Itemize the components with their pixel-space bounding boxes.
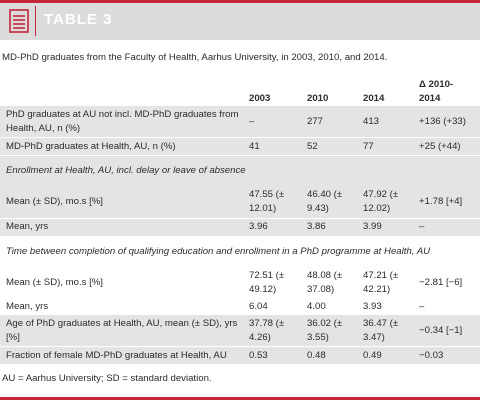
cell-2014: 3.93 bbox=[363, 300, 382, 312]
cell-delta: −0.03 bbox=[419, 346, 480, 364]
cell-2003: – bbox=[249, 106, 307, 138]
cell-2014: 413 bbox=[363, 106, 419, 138]
cell-delta: – bbox=[419, 218, 480, 237]
table-row: MD-PhD graduates at Health, AU, n (%) 41… bbox=[0, 137, 480, 156]
cell-2003: 0.53 bbox=[249, 346, 307, 364]
row-label: Age of PhD graduates at Health, AU, mean… bbox=[0, 315, 249, 347]
cell-2003: 41 bbox=[249, 137, 307, 156]
cell-2010: 48.08 (± 37.08) bbox=[307, 269, 343, 295]
table-row: Fraction of female MD-PhD graduates at H… bbox=[0, 346, 480, 364]
cell-delta: +136 (+33) bbox=[419, 106, 480, 138]
row-label: PhD graduates at AU not incl. MD-PhD gra… bbox=[0, 106, 249, 138]
cell-2010: 3.86 bbox=[307, 218, 363, 237]
cell-delta: −0.34 [−1] bbox=[419, 315, 480, 347]
cell-2010: 4.00 bbox=[307, 300, 326, 312]
cell-2010: 46.40 (± 9.43) bbox=[307, 186, 363, 219]
column-header-delta-line2: 2014 bbox=[419, 93, 441, 104]
cell-2014: 47.21 (± 42.21) bbox=[363, 269, 399, 295]
cell-2010: 52 bbox=[307, 137, 363, 156]
table-row: Mean, yrs 6.04 4.00 3.93 – bbox=[0, 298, 480, 315]
cell-2014: 0.49 bbox=[363, 346, 419, 364]
table-title: TABLE 3 bbox=[44, 11, 113, 28]
row-label: MD-PhD graduates at Health, AU, n (%) bbox=[0, 137, 249, 156]
header-divider bbox=[35, 6, 36, 36]
cell-2003: 47.55 (± 12.01) bbox=[249, 186, 307, 219]
cell-2014: 47.92 (± 12.02) bbox=[363, 186, 419, 219]
table-row: Age of PhD graduates at Health, AU, mean… bbox=[0, 315, 480, 347]
column-header-delta: Δ 2010- 2014 bbox=[419, 76, 480, 106]
cell-2014: 36.47 (± 3.47) bbox=[363, 315, 419, 347]
row-label: Mean, yrs bbox=[0, 218, 249, 237]
cell-delta: – bbox=[419, 300, 425, 312]
section-label: Enrollment at Health, AU, incl. delay or… bbox=[0, 155, 480, 187]
section-label: Time between completion of qualifying ed… bbox=[6, 245, 431, 257]
bottom-rule bbox=[0, 397, 480, 400]
table-row: Mean, yrs 3.96 3.86 3.99 – bbox=[0, 218, 480, 237]
cell-2003: 6.04 bbox=[249, 300, 268, 312]
row-label: Fraction of female MD-PhD graduates at H… bbox=[0, 346, 249, 364]
table-caption: MD-PhD graduates from the Faculty of Hea… bbox=[2, 52, 388, 63]
row-label: Mean (± SD), mo.s [%] bbox=[6, 276, 103, 288]
table-header-bar: TABLE 3 bbox=[0, 0, 480, 40]
cell-2014: 77 bbox=[363, 137, 419, 156]
row-label: Mean (± SD), mo.s [%] bbox=[0, 186, 249, 219]
cell-delta: +1.78 [+4] bbox=[419, 186, 480, 219]
table-section-row: Time between completion of qualifying ed… bbox=[0, 236, 480, 267]
cell-delta: +25 (+44) bbox=[419, 137, 480, 156]
cell-2010: 36.02 (± 3.55) bbox=[307, 315, 363, 347]
cell-2014: 3.99 bbox=[363, 218, 419, 237]
data-table: 2003 2010 2014 Δ 2010- 2014 PhD graduates… bbox=[0, 76, 480, 364]
cell-2010: 0.48 bbox=[307, 346, 363, 364]
column-header-delta-line1: Δ 2010- bbox=[419, 79, 454, 90]
table-row: PhD graduates at AU not incl. MD-PhD gra… bbox=[0, 106, 480, 138]
table-row: Mean (± SD), mo.s [%] 47.55 (± 12.01) 46… bbox=[0, 186, 480, 219]
column-header-label bbox=[0, 76, 249, 106]
row-label: Mean, yrs bbox=[6, 300, 49, 312]
cell-2010: 277 bbox=[307, 106, 363, 138]
table-row: Mean (± SD), mo.s [%] 72.51 (± 49.12) 48… bbox=[0, 267, 480, 298]
cell-2003: 3.96 bbox=[249, 218, 307, 237]
table-icon bbox=[9, 9, 29, 33]
cell-2003: 37.78 (± 4.26) bbox=[249, 315, 307, 347]
column-header-2010: 2010 bbox=[307, 93, 329, 104]
table-section-row: Enrollment at Health, AU, incl. delay or… bbox=[0, 155, 480, 187]
column-header-2003: 2003 bbox=[249, 93, 271, 104]
cell-2003: 72.51 (± 49.12) bbox=[249, 269, 285, 295]
cell-delta: −2.81 [−6] bbox=[419, 276, 463, 288]
table-footnote: AU = Aarhus University; SD = standard de… bbox=[2, 373, 212, 384]
table-header-row: 2003 2010 2014 Δ 2010- 2014 bbox=[0, 76, 480, 106]
column-header-2014: 2014 bbox=[363, 93, 385, 104]
